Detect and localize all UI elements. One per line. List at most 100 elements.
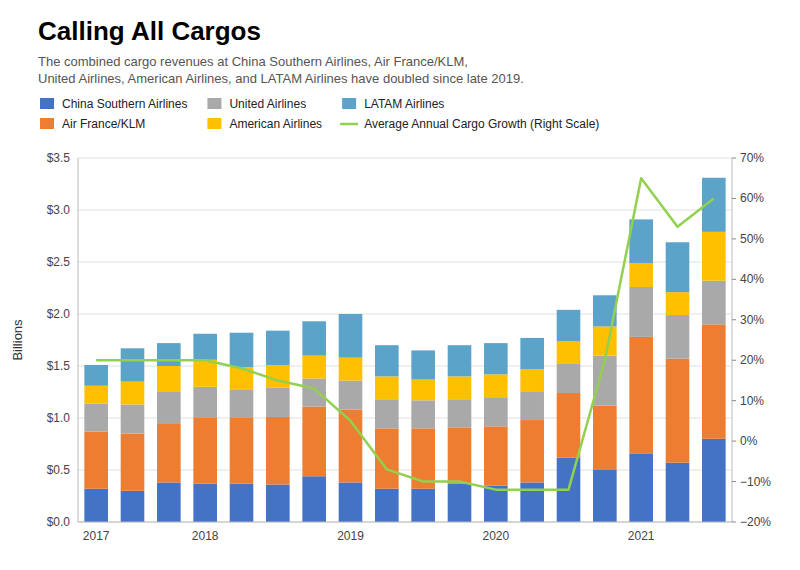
bar — [121, 434, 145, 491]
bar — [702, 281, 726, 325]
y-tick-label: $2.0 — [47, 307, 71, 321]
bar — [666, 463, 690, 522]
bar — [266, 331, 290, 365]
legend-label: United Airlines — [229, 97, 306, 111]
bar — [230, 418, 254, 484]
legend-swatch — [340, 123, 358, 126]
y2-axis-line — [732, 158, 733, 522]
bar — [339, 381, 363, 410]
y2-tick-label: 10% — [740, 394, 764, 408]
bar — [520, 392, 544, 420]
bar — [593, 470, 617, 522]
bar — [629, 337, 653, 453]
line — [96, 178, 714, 489]
title: Calling All Cargos — [38, 16, 261, 46]
grid-line — [78, 158, 732, 159]
bar — [484, 343, 508, 374]
y2-tick — [732, 319, 736, 320]
grid-line — [78, 522, 732, 523]
y2-tick-label: −10% — [740, 475, 771, 489]
bar — [593, 326, 617, 355]
bar — [157, 482, 181, 522]
bar — [484, 374, 508, 397]
bar — [448, 399, 472, 427]
bar — [157, 392, 181, 423]
y2-tick-label: 20% — [740, 353, 764, 367]
bar — [84, 432, 108, 489]
y2-tick-label: 60% — [740, 191, 764, 205]
x-tick-label: 2018 — [192, 529, 219, 543]
bar — [484, 426, 508, 485]
y2-tick — [732, 522, 736, 523]
bar — [557, 364, 581, 393]
y2-tick — [732, 238, 736, 239]
bar — [302, 407, 326, 477]
x-tick-label: 2021 — [628, 529, 655, 543]
bar — [302, 378, 326, 406]
grid — [78, 158, 732, 522]
y-tick-label: $1.0 — [47, 411, 71, 425]
y2-tick — [732, 279, 736, 280]
bar — [520, 369, 544, 392]
y-tick-label: $2.5 — [47, 255, 71, 269]
bar — [557, 341, 581, 364]
legend-label: Average Annual Cargo Growth (Right Scale… — [364, 117, 599, 131]
bar — [629, 287, 653, 337]
y2-tick-label: 0% — [740, 434, 758, 448]
bar — [121, 491, 145, 522]
bar — [448, 427, 472, 483]
bar — [375, 489, 399, 522]
bar — [702, 324, 726, 438]
chart: Calling All Cargos The combined cargo rev… — [0, 0, 800, 570]
y-tick-label: $0.0 — [47, 515, 71, 529]
x-axis-line — [78, 522, 732, 523]
bar — [375, 376, 399, 399]
bar — [629, 263, 653, 287]
bar — [448, 376, 472, 399]
bar — [484, 486, 508, 522]
bar — [411, 380, 435, 401]
bar — [666, 242, 690, 292]
legend-swatch — [207, 98, 221, 109]
bar — [266, 485, 290, 522]
y2-tick — [732, 400, 736, 401]
y-axis-line — [78, 158, 79, 522]
subtitle: The combined cargo revenues at China Sou… — [38, 54, 524, 86]
y-tick-label: $3.0 — [47, 203, 71, 217]
y2-tick-label: 30% — [740, 313, 764, 327]
bar-series — [84, 281, 725, 434]
bar — [411, 400, 435, 428]
legend-label: American Airlines — [229, 117, 322, 131]
bar-series — [84, 324, 725, 490]
bar — [666, 315, 690, 359]
bar — [266, 417, 290, 485]
bar — [230, 390, 254, 418]
legend-swatch — [342, 98, 356, 109]
bar — [121, 404, 145, 433]
y2-tick — [732, 441, 736, 442]
y2-tick — [732, 360, 736, 361]
legend-swatch — [40, 98, 54, 109]
y-tick-label: $3.5 — [47, 151, 71, 165]
y2-tick — [732, 481, 736, 482]
legend: China Southern AirlinesAir France/KLMUni… — [40, 97, 599, 131]
bar — [157, 423, 181, 482]
bar — [375, 399, 399, 428]
bar — [666, 292, 690, 315]
bar — [702, 232, 726, 281]
y-tick-label: $1.5 — [47, 359, 71, 373]
subtitle-line: United Airlines, American Airlines, and … — [38, 71, 524, 86]
bar — [411, 350, 435, 379]
bar — [84, 365, 108, 386]
bar — [193, 360, 217, 387]
y-tick-label: $0.5 — [47, 463, 71, 477]
bar — [339, 314, 363, 358]
subtitle-line: The combined cargo revenues at China Sou… — [38, 54, 468, 69]
bar — [702, 439, 726, 522]
legend-label: China Southern Airlines — [62, 97, 187, 111]
y2-tick-label: 70% — [740, 151, 764, 165]
legend-swatch — [40, 118, 54, 129]
bar — [339, 358, 363, 381]
y-axis-label: Billions — [10, 319, 25, 361]
bar — [448, 484, 472, 522]
